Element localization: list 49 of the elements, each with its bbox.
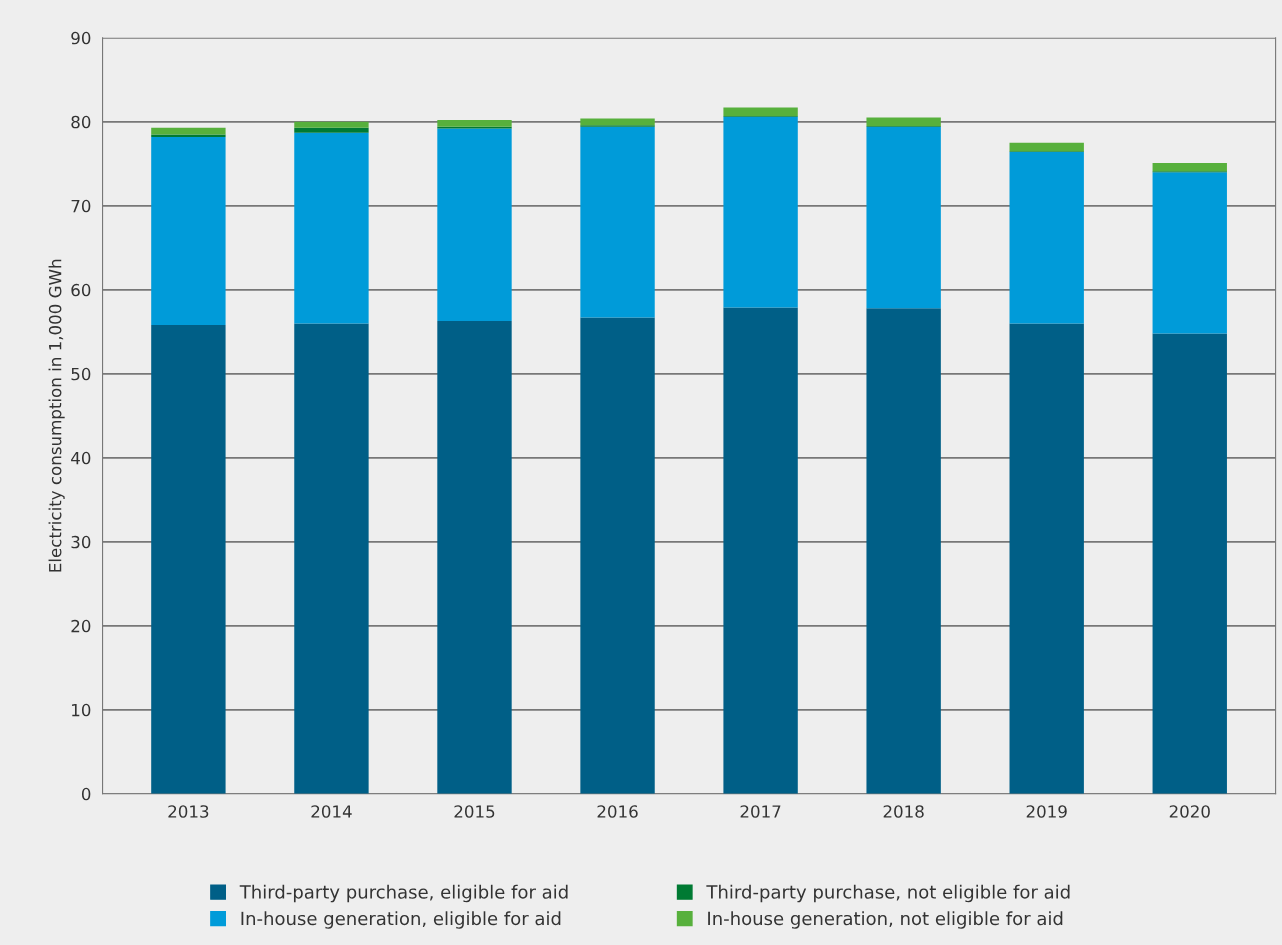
legend-label: In-house generation, not eligible for aid (708, 911, 1063, 929)
bar (1152, 172, 1227, 334)
x-tick-label: 2018 (883, 805, 924, 818)
bar (866, 308, 941, 794)
bar (437, 128, 512, 321)
y-tick-label: 70 (71, 199, 91, 213)
bar (1009, 323, 1084, 794)
legend-label: In-house generation, eligible for aid (241, 911, 561, 929)
bar (1152, 333, 1227, 794)
y-axis-title: Electricity consumption in 1,000 GWh (48, 259, 65, 572)
bar (580, 317, 655, 794)
y-tick-label: 40 (71, 451, 91, 465)
x-tick-label: 2019 (1026, 805, 1067, 818)
legend-label: Third-party purchase, not eligible for aid (706, 884, 1070, 903)
y-tick-label: 60 (71, 283, 91, 297)
y-tick-label: 0 (81, 787, 91, 801)
bar (1009, 142, 1084, 152)
bar (723, 107, 798, 116)
bar (866, 126, 941, 309)
bar (1009, 152, 1084, 324)
bar (151, 134, 226, 137)
x-tick-label: 2016 (597, 805, 638, 818)
bar (1152, 162, 1227, 172)
y-tick-label: 30 (71, 535, 91, 549)
bar (151, 136, 226, 326)
x-tick-label: 2014 (311, 805, 352, 818)
x-tick-label: 2013 (168, 805, 209, 818)
y-tick-label: 50 (71, 367, 91, 381)
x-tick-label: 2015 (454, 805, 495, 818)
legend-label: Third-party purchase, eligible for aid (239, 884, 568, 903)
bar (151, 127, 226, 135)
bar (437, 120, 512, 127)
bar (723, 116, 798, 308)
x-tick-label: 2020 (1169, 805, 1210, 818)
bar (580, 126, 655, 318)
bar (151, 325, 226, 794)
y-tick-label: 20 (71, 619, 91, 633)
y-tick-label: 10 (72, 703, 91, 717)
bar (294, 127, 369, 133)
y-tick-label: 80 (71, 115, 91, 129)
bar (580, 118, 655, 126)
bar (294, 323, 369, 794)
bar (294, 132, 369, 324)
bar (437, 320, 512, 794)
y-tick-label: 90 (71, 31, 91, 45)
x-tick-label: 2017 (740, 805, 781, 818)
bar (294, 121, 369, 128)
bar (723, 307, 798, 794)
bar (866, 117, 941, 126)
